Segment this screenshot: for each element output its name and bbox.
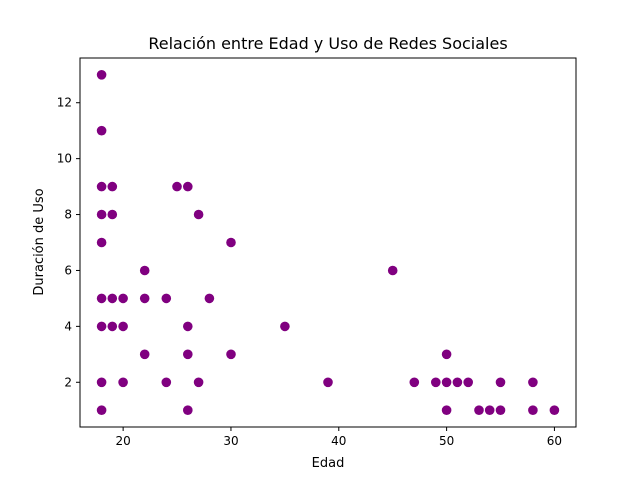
data-point-8 xyxy=(96,405,107,416)
data-point-19 xyxy=(161,293,172,304)
chart-title: Relación entre Edad y Uso de Redes Socia… xyxy=(148,34,507,53)
y-tick-label-0: 2 xyxy=(64,375,72,389)
data-point-5 xyxy=(96,293,107,304)
data-point-26 xyxy=(193,209,204,220)
data-point-18 xyxy=(139,349,150,360)
data-point-38 xyxy=(441,405,452,416)
data-point-12 xyxy=(107,321,118,332)
data-point-39 xyxy=(452,377,463,388)
data-point-23 xyxy=(183,321,193,332)
data-point-2 xyxy=(96,181,107,192)
data-point-46 xyxy=(528,405,538,416)
y-tick-label-2: 6 xyxy=(64,263,72,277)
data-point-29 xyxy=(226,237,236,248)
data-point-15 xyxy=(118,377,128,388)
x-axis-label: Edad xyxy=(312,456,345,471)
y-tick-label-5: 12 xyxy=(57,96,72,110)
data-point-36 xyxy=(441,349,452,360)
data-point-22 xyxy=(183,181,193,192)
x-tick-label-2: 40 xyxy=(331,434,346,448)
data-point-44 xyxy=(495,405,506,416)
data-point-1 xyxy=(96,125,107,136)
x-tick-label-4: 60 xyxy=(547,434,562,448)
data-point-27 xyxy=(193,377,204,388)
data-point-31 xyxy=(280,321,290,332)
data-point-10 xyxy=(107,209,118,220)
data-point-21 xyxy=(172,181,182,192)
x-tick-label-0: 20 xyxy=(115,434,130,448)
data-point-43 xyxy=(495,377,506,388)
data-point-42 xyxy=(484,405,495,416)
data-point-14 xyxy=(118,321,128,332)
plot-frame xyxy=(79,57,577,428)
data-point-24 xyxy=(183,349,193,360)
data-point-9 xyxy=(107,181,118,192)
data-point-33 xyxy=(387,265,398,276)
data-point-6 xyxy=(96,321,107,332)
data-points xyxy=(96,70,560,416)
data-point-13 xyxy=(118,293,128,304)
data-point-25 xyxy=(183,405,193,416)
data-point-37 xyxy=(441,377,452,388)
data-point-30 xyxy=(226,349,236,360)
data-point-45 xyxy=(528,377,538,388)
data-point-17 xyxy=(139,293,150,304)
data-point-28 xyxy=(204,293,215,304)
x-tick-label-3: 50 xyxy=(439,434,454,448)
data-point-16 xyxy=(139,265,150,276)
y-axis-label: Duración de Uso xyxy=(32,188,47,295)
y-tick-label-4: 10 xyxy=(57,152,72,166)
y-tick-label-3: 8 xyxy=(64,208,72,222)
data-point-34 xyxy=(409,377,420,388)
data-point-47 xyxy=(549,405,560,416)
y-tick-label-1: 4 xyxy=(64,319,72,333)
data-point-41 xyxy=(474,405,484,416)
data-point-40 xyxy=(463,377,474,388)
data-point-20 xyxy=(161,377,172,388)
data-point-0 xyxy=(96,70,107,80)
y-axis-ticks: 2 4 6 8 10 12 xyxy=(57,96,80,389)
data-point-32 xyxy=(323,377,333,388)
x-tick-label-1: 30 xyxy=(223,434,238,448)
x-axis-ticks: 20 30 40 50 60 xyxy=(115,427,562,448)
data-point-7 xyxy=(96,377,107,388)
data-point-11 xyxy=(107,293,118,304)
data-point-3 xyxy=(96,209,107,220)
data-point-4 xyxy=(96,237,107,248)
data-point-35 xyxy=(431,377,441,388)
